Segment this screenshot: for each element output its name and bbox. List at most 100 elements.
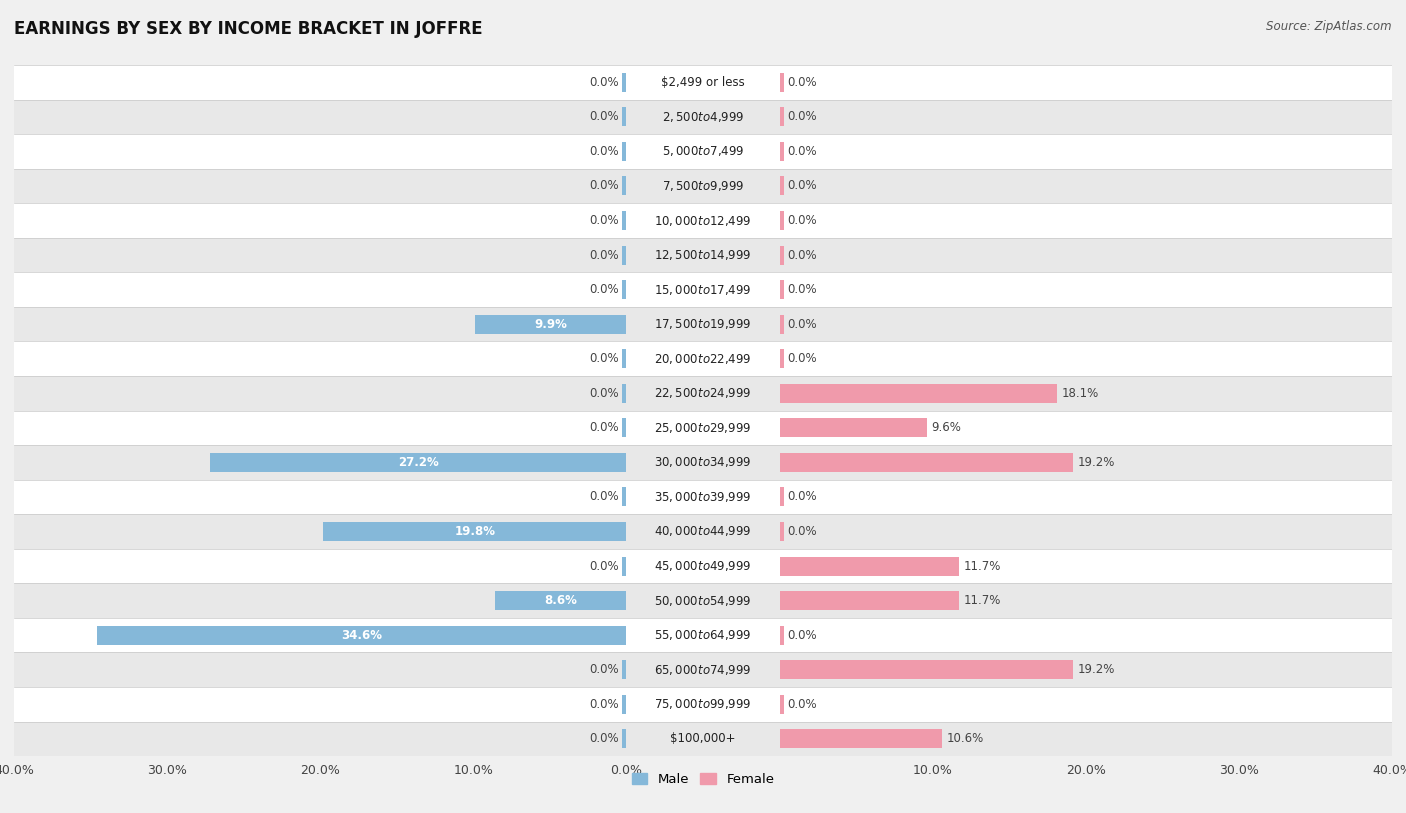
Text: 9.9%: 9.9% bbox=[534, 318, 567, 331]
Bar bbox=[621, 419, 627, 437]
Bar bbox=[779, 453, 1074, 472]
Bar bbox=[14, 687, 1392, 722]
Bar bbox=[97, 626, 627, 645]
Bar bbox=[495, 591, 627, 610]
Bar bbox=[779, 315, 785, 333]
Bar bbox=[14, 307, 1392, 341]
Text: $25,000 to $29,999: $25,000 to $29,999 bbox=[654, 421, 752, 435]
Text: 0.0%: 0.0% bbox=[589, 663, 619, 676]
Bar bbox=[621, 176, 627, 195]
Bar bbox=[779, 522, 785, 541]
Text: $55,000 to $64,999: $55,000 to $64,999 bbox=[654, 628, 752, 642]
Bar bbox=[14, 134, 1392, 169]
Bar bbox=[621, 729, 627, 748]
Text: 0.0%: 0.0% bbox=[787, 76, 817, 89]
Text: 27.2%: 27.2% bbox=[398, 456, 439, 469]
Bar bbox=[14, 618, 1392, 652]
Bar bbox=[621, 142, 627, 161]
Text: $50,000 to $54,999: $50,000 to $54,999 bbox=[654, 593, 752, 607]
Bar bbox=[779, 280, 785, 299]
Text: $45,000 to $49,999: $45,000 to $49,999 bbox=[654, 559, 752, 573]
Bar bbox=[14, 376, 1392, 411]
Bar bbox=[14, 584, 1392, 618]
Bar bbox=[779, 591, 959, 610]
Text: $7,500 to $9,999: $7,500 to $9,999 bbox=[662, 179, 744, 193]
Text: $100,000+: $100,000+ bbox=[671, 733, 735, 746]
Text: $15,000 to $17,499: $15,000 to $17,499 bbox=[654, 283, 752, 297]
Text: 0.0%: 0.0% bbox=[589, 111, 619, 124]
Bar bbox=[779, 488, 785, 506]
Text: $35,000 to $39,999: $35,000 to $39,999 bbox=[654, 490, 752, 504]
Bar bbox=[779, 246, 785, 264]
Bar bbox=[14, 169, 1392, 203]
Bar bbox=[779, 729, 942, 748]
Text: 0.0%: 0.0% bbox=[589, 387, 619, 400]
Text: 0.0%: 0.0% bbox=[787, 283, 817, 296]
Bar bbox=[14, 515, 1392, 549]
Text: 0.0%: 0.0% bbox=[787, 180, 817, 193]
Text: $65,000 to $74,999: $65,000 to $74,999 bbox=[654, 663, 752, 676]
Text: 19.2%: 19.2% bbox=[1078, 456, 1115, 469]
Text: 0.0%: 0.0% bbox=[589, 490, 619, 503]
Text: 0.0%: 0.0% bbox=[787, 698, 817, 711]
Text: 0.0%: 0.0% bbox=[787, 145, 817, 158]
Text: 0.0%: 0.0% bbox=[589, 249, 619, 262]
Bar bbox=[209, 453, 627, 472]
Text: 9.6%: 9.6% bbox=[931, 421, 960, 434]
Bar bbox=[621, 695, 627, 714]
Bar bbox=[621, 280, 627, 299]
Text: $2,499 or less: $2,499 or less bbox=[661, 76, 745, 89]
Bar bbox=[14, 652, 1392, 687]
Bar bbox=[779, 107, 785, 126]
Bar bbox=[14, 203, 1392, 237]
Text: $20,000 to $22,499: $20,000 to $22,499 bbox=[654, 352, 752, 366]
Text: 0.0%: 0.0% bbox=[589, 283, 619, 296]
Text: EARNINGS BY SEX BY INCOME BRACKET IN JOFFRE: EARNINGS BY SEX BY INCOME BRACKET IN JOF… bbox=[14, 20, 482, 38]
Text: 0.0%: 0.0% bbox=[589, 180, 619, 193]
Bar bbox=[779, 176, 785, 195]
Text: 34.6%: 34.6% bbox=[342, 628, 382, 641]
Text: 8.6%: 8.6% bbox=[544, 594, 576, 607]
Text: 0.0%: 0.0% bbox=[787, 352, 817, 365]
Text: 0.0%: 0.0% bbox=[589, 559, 619, 572]
Bar bbox=[14, 549, 1392, 584]
Text: 10.6%: 10.6% bbox=[946, 733, 984, 746]
Text: $30,000 to $34,999: $30,000 to $34,999 bbox=[654, 455, 752, 469]
Text: $40,000 to $44,999: $40,000 to $44,999 bbox=[654, 524, 752, 538]
Text: 0.0%: 0.0% bbox=[787, 525, 817, 538]
Text: 19.2%: 19.2% bbox=[1078, 663, 1115, 676]
Bar bbox=[779, 695, 785, 714]
Bar bbox=[779, 419, 927, 437]
Bar bbox=[621, 488, 627, 506]
Bar bbox=[779, 211, 785, 230]
Bar bbox=[779, 660, 1074, 679]
Bar bbox=[14, 341, 1392, 376]
Text: 0.0%: 0.0% bbox=[589, 214, 619, 227]
Text: 0.0%: 0.0% bbox=[787, 490, 817, 503]
Text: 0.0%: 0.0% bbox=[787, 318, 817, 331]
Bar bbox=[14, 480, 1392, 515]
Text: $22,500 to $24,999: $22,500 to $24,999 bbox=[654, 386, 752, 400]
Bar bbox=[14, 272, 1392, 307]
Text: 11.7%: 11.7% bbox=[963, 559, 1001, 572]
Bar bbox=[14, 99, 1392, 134]
Text: 19.8%: 19.8% bbox=[454, 525, 495, 538]
Bar bbox=[779, 557, 959, 576]
Text: 11.7%: 11.7% bbox=[963, 594, 1001, 607]
Bar bbox=[14, 446, 1392, 480]
Legend: Male, Female: Male, Female bbox=[626, 767, 780, 791]
Text: 0.0%: 0.0% bbox=[589, 421, 619, 434]
Bar bbox=[621, 246, 627, 264]
Text: $12,500 to $14,999: $12,500 to $14,999 bbox=[654, 248, 752, 262]
Bar bbox=[779, 73, 785, 92]
Text: $2,500 to $4,999: $2,500 to $4,999 bbox=[662, 110, 744, 124]
Text: Source: ZipAtlas.com: Source: ZipAtlas.com bbox=[1267, 20, 1392, 33]
Bar bbox=[621, 73, 627, 92]
Bar bbox=[779, 142, 785, 161]
Text: $17,500 to $19,999: $17,500 to $19,999 bbox=[654, 317, 752, 331]
Bar bbox=[621, 211, 627, 230]
Bar bbox=[475, 315, 627, 333]
Text: 0.0%: 0.0% bbox=[589, 698, 619, 711]
Text: $5,000 to $7,499: $5,000 to $7,499 bbox=[662, 145, 744, 159]
Text: 0.0%: 0.0% bbox=[787, 249, 817, 262]
